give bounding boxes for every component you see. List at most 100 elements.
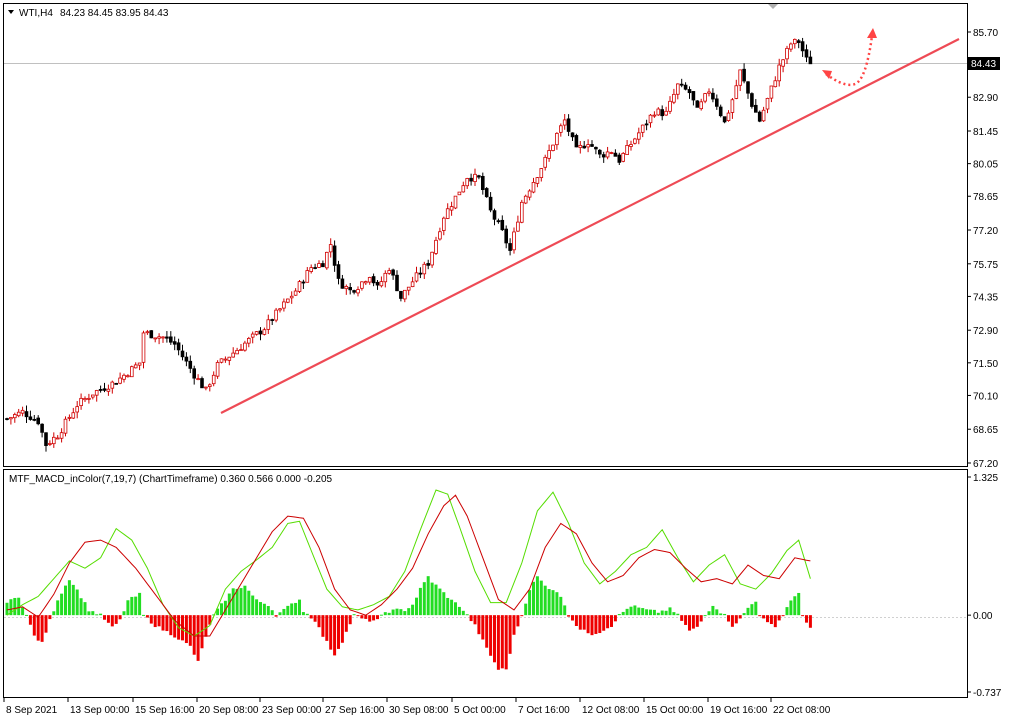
candle: [5, 417, 9, 421]
candle: [590, 140, 594, 148]
macd-histogram-bar: [426, 576, 430, 616]
macd-histogram-bar: [44, 615, 48, 633]
macd-histogram-bar: [99, 613, 103, 616]
macd-histogram-bar: [9, 599, 13, 616]
candle-body: [613, 152, 618, 157]
candle-body: [679, 83, 684, 86]
candle-body: [110, 381, 115, 389]
macd-histogram-bar: [21, 607, 25, 616]
candle: [91, 394, 95, 400]
candle-body: [808, 56, 813, 65]
candle: [133, 362, 138, 369]
macd-histogram-bar: [372, 615, 376, 621]
macd-histogram-bar: [610, 615, 613, 627]
dropdown-triangle-icon[interactable]: [8, 10, 14, 14]
macd-histogram-bar: [13, 597, 17, 616]
candle-body: [551, 144, 555, 151]
macd-histogram-bar: [278, 612, 282, 616]
candle-body: [800, 41, 805, 52]
candle-body: [250, 333, 255, 338]
macd-histogram-bar: [317, 615, 321, 628]
macd-histogram-bar: [621, 611, 625, 616]
candle: [153, 337, 158, 343]
candle-body: [598, 149, 602, 155]
macd-histogram-bar: [411, 604, 415, 616]
candle: [508, 238, 512, 256]
candle-body: [566, 118, 571, 132]
candle-body: [196, 378, 200, 381]
candle: [757, 110, 762, 123]
candle: [793, 38, 797, 49]
candle-body: [44, 432, 48, 446]
candle-body: [512, 231, 516, 251]
candle-body: [484, 188, 489, 198]
candle-body: [652, 114, 657, 117]
candle: [231, 347, 236, 358]
candle-body: [793, 38, 797, 45]
candle-body: [94, 390, 99, 396]
macd-histogram-bar: [379, 614, 383, 616]
macd-histogram-bar: [699, 615, 703, 622]
macd-histogram-bar: [473, 615, 477, 625]
macd-histogram-bar: [703, 615, 707, 617]
macd-histogram-bar: [415, 597, 418, 616]
macd-histogram-bar: [130, 596, 134, 616]
macd-histogram-bar: [235, 588, 239, 616]
candle: [149, 330, 154, 339]
candle: [469, 173, 473, 186]
candle: [730, 97, 735, 119]
candle-body: [55, 437, 60, 440]
candle-body: [59, 432, 64, 439]
candle-body: [313, 267, 317, 269]
candle: [520, 199, 524, 224]
candle: [106, 384, 111, 396]
candle-body: [414, 272, 419, 282]
candle-body: [91, 394, 95, 398]
macd-signal-line: [6, 494, 811, 637]
candle-body: [648, 114, 653, 124]
price-tick-label: 72.90: [973, 326, 998, 337]
macd-histogram-bar: [606, 615, 610, 629]
candle: [188, 355, 193, 374]
macd-histogram-bar: [337, 615, 340, 649]
macd-histogram-bar: [48, 615, 52, 620]
macd-histogram-bar: [652, 609, 656, 616]
candle-body: [282, 301, 286, 309]
macd-histogram-bar: [719, 613, 723, 616]
candle: [765, 97, 770, 114]
candle-body: [555, 132, 559, 146]
candle: [172, 336, 177, 351]
candle-body: [402, 289, 407, 300]
candle: [215, 360, 220, 379]
macd-histogram-bar: [450, 599, 454, 616]
macd-signal-lines-group: [6, 489, 811, 637]
candle-body: [629, 144, 633, 147]
candle: [566, 114, 571, 137]
candle-body: [309, 267, 313, 272]
candle-body: [711, 92, 715, 100]
macd-histogram-bar: [165, 615, 169, 632]
candle-body: [500, 219, 505, 231]
macd-histogram-bar: [40, 615, 44, 642]
candle: [781, 59, 785, 73]
trendline-group: [220, 38, 960, 414]
candle-body: [153, 337, 158, 340]
projection-arrow-group: [822, 28, 877, 87]
candle: [157, 333, 161, 345]
candle-body: [590, 144, 594, 147]
candle-body: [52, 436, 56, 445]
candle-body: [16, 411, 21, 417]
candle: [161, 336, 165, 343]
macd-histogram-bar: [695, 615, 699, 627]
shift-marker-icon[interactable]: [768, 4, 778, 9]
candle: [20, 406, 25, 417]
candle-body: [430, 251, 434, 266]
macd-histogram-bar: [676, 613, 680, 616]
candle-body: [754, 104, 758, 113]
macd-histogram-bar: [680, 615, 684, 621]
candle-body: [87, 397, 91, 400]
candle: [562, 114, 567, 130]
projection-path: [825, 35, 874, 87]
macd-histogram-bar: [500, 615, 504, 669]
